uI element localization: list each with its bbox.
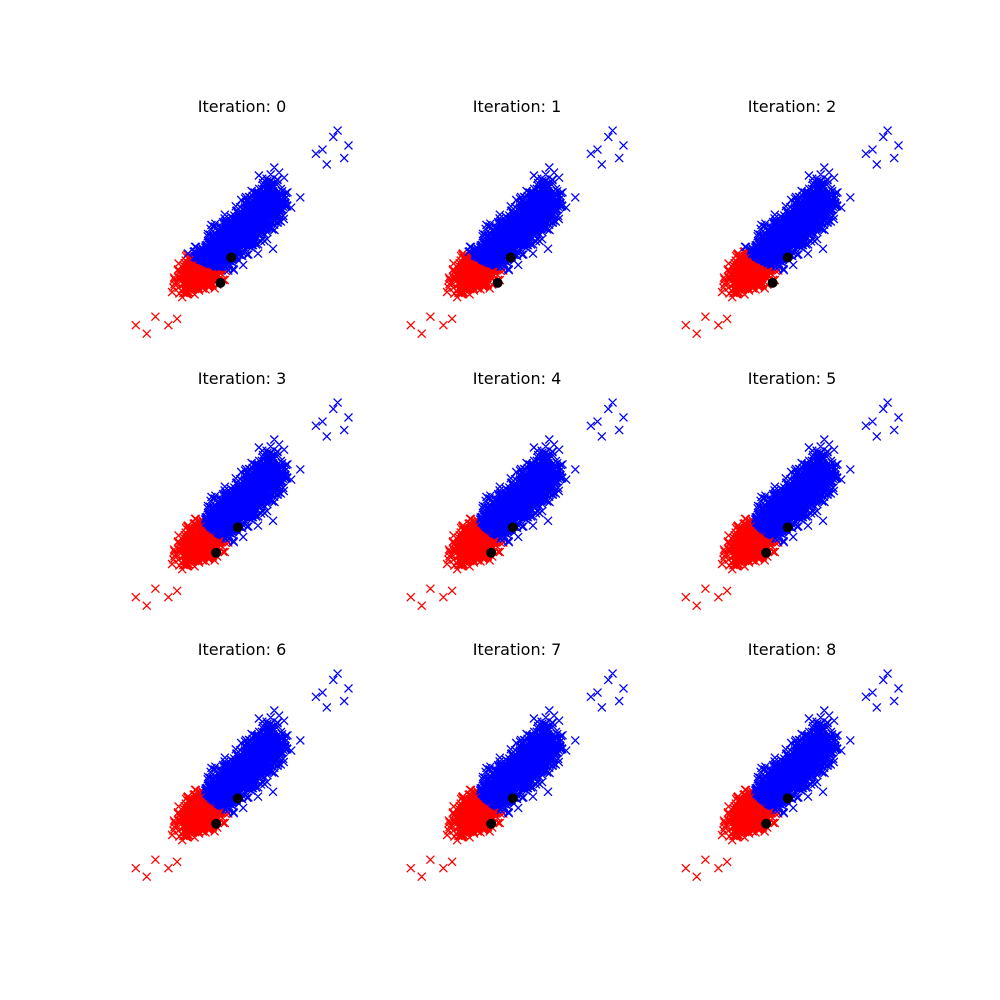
subplot-8: Iteration: 8 — [681, 640, 903, 882]
centroid-1 — [507, 522, 518, 533]
subplot-0: Iteration: 0 — [131, 97, 353, 339]
cluster-1-points — [183, 126, 353, 275]
subplot-title: Iteration: 3 — [198, 369, 287, 388]
subplot-7: Iteration: 7 — [406, 640, 628, 882]
centroid-0 — [486, 818, 497, 829]
subplot-6: Iteration: 6 — [131, 640, 353, 882]
subplot-title: Iteration: 8 — [748, 640, 837, 659]
cluster-1-points — [740, 126, 903, 275]
centroid-1 — [782, 522, 793, 533]
centroid-0 — [767, 277, 778, 288]
cluster-1-points — [475, 398, 628, 547]
centroid-1 — [507, 793, 518, 804]
centroid-0 — [211, 547, 222, 558]
subplot-title: Iteration: 6 — [198, 640, 287, 659]
subplot-title: Iteration: 0 — [198, 97, 287, 116]
subplot-grid: Iteration: 0 Iteration: 1 Iteration: 2 Iter… — [131, 97, 903, 882]
centroid-0 — [761, 547, 772, 558]
centroid-1 — [226, 252, 237, 263]
centroid-0 — [761, 818, 772, 829]
cluster-1-points — [475, 669, 628, 818]
subplot-title: Iteration: 7 — [473, 640, 562, 659]
centroid-1 — [782, 252, 793, 263]
subplot-5: Iteration: 5 — [681, 369, 903, 611]
centroid-0 — [492, 277, 503, 288]
cluster-1-points — [464, 126, 628, 275]
centroid-1 — [232, 793, 243, 804]
centroid-1 — [782, 793, 793, 804]
centroid-0 — [211, 818, 222, 829]
subplot-1: Iteration: 1 — [406, 97, 628, 339]
subplot-4: Iteration: 4 — [406, 369, 628, 611]
subplot-3: Iteration: 3 — [131, 369, 353, 611]
cluster-1-points — [750, 669, 903, 818]
cluster-0-points — [406, 249, 508, 339]
subplot-title: Iteration: 4 — [473, 369, 562, 388]
centroid-1 — [232, 522, 243, 533]
subplot-title: Iteration: 2 — [748, 97, 837, 116]
cluster-1-points — [200, 669, 353, 818]
subplot-title: Iteration: 5 — [748, 369, 837, 388]
subplot-2: Iteration: 2 — [681, 97, 903, 339]
cluster-1-points — [200, 398, 353, 547]
centroid-1 — [505, 252, 516, 263]
centroid-0 — [215, 277, 226, 288]
subplot-title: Iteration: 1 — [473, 97, 562, 116]
cluster-1-points — [750, 398, 903, 547]
centroid-0 — [486, 547, 497, 558]
